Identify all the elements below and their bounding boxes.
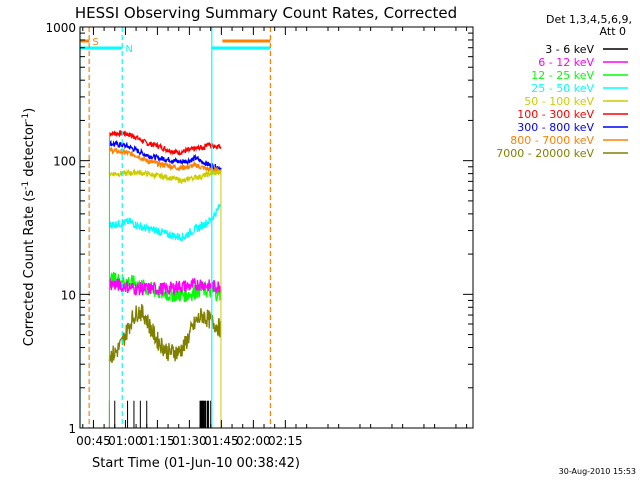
x-tick-label: 00:45 (76, 434, 111, 448)
y-axis-label-mid: detector (22, 121, 37, 181)
series-line (108, 168, 222, 185)
x-tick-label: 02:15 (268, 434, 303, 448)
y-tick-label: 1 (68, 422, 76, 436)
legend-entry-label: 6 - 12 keV (538, 56, 594, 69)
x-axis-label: Start Time (01-Jun-10 00:38:42) (92, 456, 300, 471)
night-flag-label: N (125, 44, 132, 55)
chart-title: HESSI Observing Summary Count Rates, Cor… (75, 4, 457, 22)
y-tick-label: 1000 (45, 21, 76, 35)
legend-entry-label: 100 - 300 keV (517, 108, 594, 121)
legend-entry-label: 800 - 7000 keV (510, 134, 594, 147)
x-tick-label: 01:00 (108, 434, 143, 448)
flag-lines (79, 27, 272, 428)
legend-entry-label: 25 - 50 keV (531, 82, 594, 95)
series-line (109, 130, 222, 156)
legend-entry-label: 12 - 25 keV (531, 69, 594, 82)
x-tick-label: 01:15 (140, 434, 175, 448)
y-axis-label-end: ) (22, 108, 37, 113)
y-axis-label-sup2: -1 (21, 113, 31, 122)
series-line (108, 204, 222, 242)
series-layer (108, 130, 222, 428)
legend-entry-label: 50 - 100 keV (524, 95, 594, 108)
legend-entry-label: 3 - 6 keV (545, 43, 594, 56)
legend-header-attenuator: Att 0 (600, 25, 626, 38)
legend-entry-label: 300 - 800 keV (517, 121, 594, 134)
x-tick-label: 01:45 (204, 434, 239, 448)
y-axis-label: Corrected Count Rate (s-1 detector-1) (21, 108, 37, 346)
legend-header-detectors: Det 1,3,4,5,6,9, (546, 13, 632, 26)
y-tick-label: 100 (53, 155, 76, 169)
flag-bars: SN (80, 37, 271, 55)
y-tick-label: 10 (61, 288, 76, 302)
series-line (108, 139, 222, 171)
saa-flag-label: S (92, 37, 98, 48)
x-tick-label: 01:30 (172, 434, 207, 448)
plot-timestamp: 30-Aug-2010 15:53 (559, 467, 636, 476)
series-line (109, 145, 222, 176)
series-line (108, 303, 222, 363)
x-tick-label: 02:00 (236, 434, 271, 448)
y-axis-label-main: Corrected Count Rate (s (22, 190, 37, 347)
legend-entry-label: 7000 - 20000 keV (496, 147, 594, 160)
series-line (108, 277, 222, 297)
plot-frame (79, 26, 474, 429)
y-axis-label-sup1: -1 (21, 181, 31, 190)
